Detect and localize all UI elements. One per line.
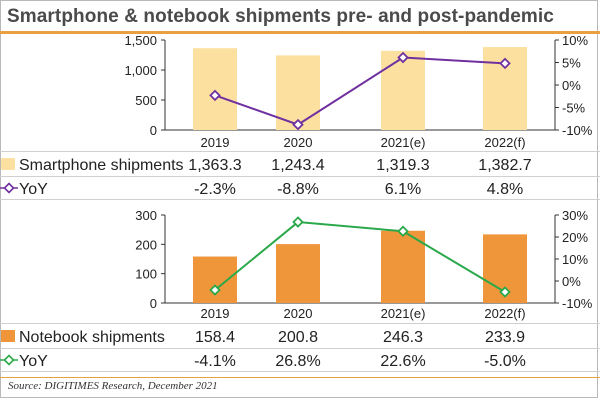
left-tick-label: 200 [135, 237, 157, 252]
bar-smartphone-1 [276, 55, 320, 131]
category-label: 2021(e) [380, 135, 426, 150]
table-separator [0, 323, 600, 324]
table-value: 6.1% [384, 181, 422, 198]
table-value: 1,363.3 [188, 157, 242, 174]
table-separator [0, 348, 600, 349]
left-tick-label: 100 [135, 267, 157, 282]
left-tick-label: 500 [135, 93, 157, 108]
yoy-line-notebook [214, 221, 506, 293]
footer-rule [0, 377, 600, 378]
legend-swatch-bar [0, 329, 16, 348]
right-tick-label: 10% [562, 33, 588, 48]
yoy-point-1 [292, 216, 304, 228]
category-label: 2019 [200, 135, 230, 150]
left-tick-label: 0 [150, 123, 157, 138]
right-tick-label: 5% [562, 56, 581, 71]
bar-notebook-1 [276, 244, 320, 303]
category-label: 2019 [200, 306, 230, 321]
yoy-point-3 [499, 286, 511, 298]
table-value: 1,243.4 [271, 157, 325, 174]
table-value: -5.0% [484, 353, 526, 370]
yoy-point-2 [397, 51, 409, 64]
table-value: -2.3% [194, 181, 236, 198]
left-tick-label: 1,500 [124, 33, 157, 48]
legend-swatch-line [0, 353, 18, 372]
legend-label-bar: Notebook shipments [19, 329, 165, 346]
table-separator [0, 176, 600, 177]
yoy-point-3 [499, 57, 511, 70]
category-label: 2020 [283, 135, 313, 150]
right-tick-label: 20% [562, 230, 588, 245]
table-value: 4.8% [486, 181, 524, 198]
yoy-point-0 [209, 89, 221, 102]
table-value: 233.9 [484, 329, 526, 346]
right-tick-label: -5% [562, 101, 586, 116]
right-tick-label: 10% [562, 252, 588, 267]
bar-notebook-2 [381, 230, 425, 303]
legend-swatch-line [0, 181, 18, 200]
table-separator [0, 371, 600, 372]
yoy-point-1 [292, 118, 304, 131]
yoy-point-2 [397, 225, 409, 238]
table-value: 246.3 [382, 329, 424, 346]
right-tick-label: -10% [562, 296, 593, 311]
legend-label-line: YoY [19, 181, 48, 198]
table-separator [0, 151, 600, 152]
right-tick-label: 30% [562, 208, 588, 223]
category-label: 2021(e) [380, 306, 426, 321]
bar-smartphone-2 [381, 50, 425, 131]
title-underline [0, 31, 600, 34]
bar-smartphone-0 [193, 48, 237, 131]
right-tick-label: -10% [562, 123, 593, 138]
right-tick-label: 0% [562, 78, 581, 93]
table-row-yoy: YoY -4.1% 26.8% 22.6% -5.0% [0, 350, 600, 372]
table-value: 26.8% [275, 353, 321, 370]
table-row-bars: Smartphone shipments 1,363.3 1,243.4 1,319.… [0, 154, 600, 176]
table-row-yoy: YoY -2.3% -8.8% 6.1% 4.8% [0, 178, 600, 200]
category-label: 2022(f) [484, 306, 526, 321]
category-label: 2020 [283, 306, 313, 321]
table-value: -8.8% [277, 181, 319, 198]
table-row-bars: Notebook shipments 158.4 200.8 246.3 233.9 [0, 326, 600, 348]
yoy-line-smartphone [214, 56, 506, 126]
right-tick-label: 0% [562, 274, 581, 289]
table-value: -4.1% [194, 353, 236, 370]
legend-label-line: YoY [19, 353, 48, 370]
table-value: 22.6% [380, 353, 426, 370]
table-value: 1,382.7 [478, 157, 532, 174]
table-value: 200.8 [277, 329, 319, 346]
table-value: 158.4 [194, 329, 236, 346]
category-label: 2022(f) [484, 135, 526, 150]
yoy-point-0 [209, 284, 221, 296]
bar-notebook-0 [193, 256, 237, 303]
left-tick-label: 300 [135, 208, 157, 223]
table-value: 1,319.3 [376, 157, 430, 174]
legend-swatch-bar [0, 157, 16, 176]
legend-label-bar: Smartphone shipments [19, 157, 184, 174]
chart-title: Smartphone & notebook shipments pre- and… [7, 6, 554, 27]
left-tick-label: 1,000 [124, 63, 157, 78]
source-note: Source: DIGITIMES Research, December 202… [8, 380, 218, 392]
table-separator [0, 199, 600, 200]
left-tick-label: 0 [150, 296, 157, 311]
